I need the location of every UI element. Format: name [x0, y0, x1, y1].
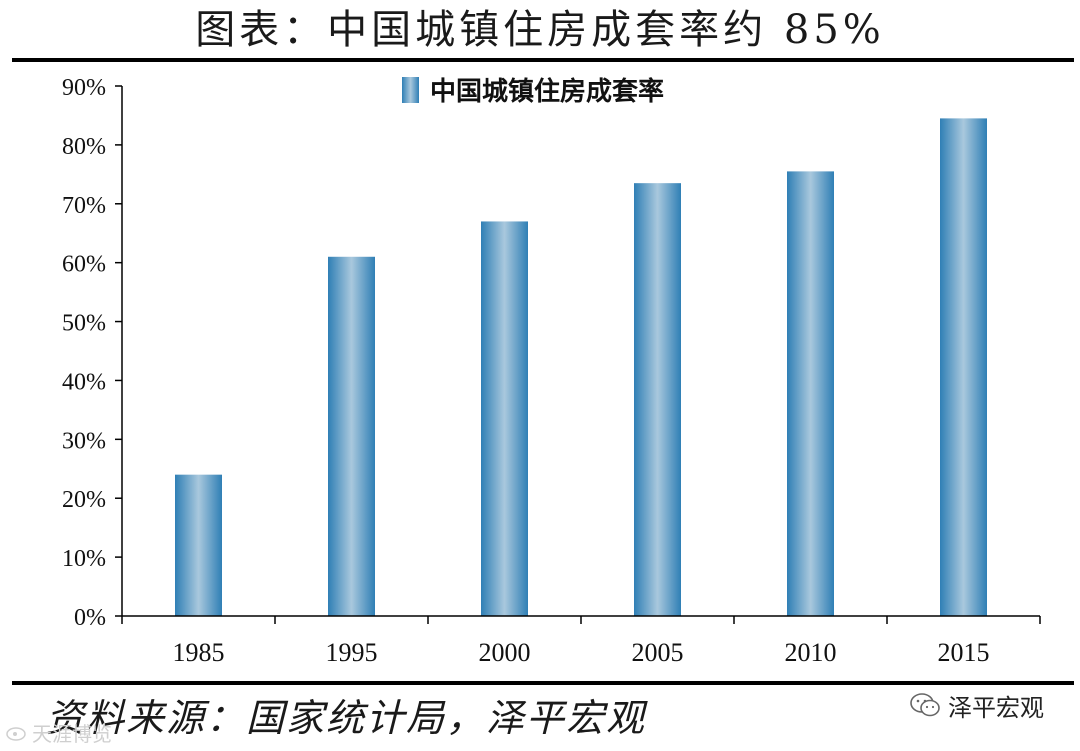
y-tick-label: 50%	[62, 311, 106, 337]
bar-1995	[328, 256, 375, 616]
bar-2015	[940, 118, 987, 616]
bars-layer	[175, 118, 987, 616]
legend: 中国城镇住房成套率	[402, 76, 664, 107]
y-tick-label: 60%	[62, 252, 106, 278]
legend-swatch	[402, 77, 419, 103]
axis-layer: 0% 10% 20% 30% 40% 50% 60% 70% 80% 90% 1985 1995 200…	[62, 75, 1041, 667]
x-tick-label: 1985	[173, 638, 225, 667]
x-tick-label: 2000	[479, 638, 531, 667]
y-tick-label: 90%	[62, 75, 106, 101]
brand: 泽平宏观	[910, 688, 1044, 722]
bar-2005	[634, 183, 681, 616]
watermark-text: 天涯博览	[32, 721, 112, 746]
y-tick-label: 10%	[62, 546, 106, 572]
bar-1985	[175, 474, 222, 616]
weibo-icon	[6, 727, 26, 741]
y-tick-label: 0%	[74, 605, 106, 631]
y-tick-label: 40%	[62, 369, 106, 395]
y-tick-label: 20%	[62, 487, 106, 513]
y-tick-label: 30%	[62, 428, 106, 454]
brand-name: 泽平宏观	[948, 693, 1044, 722]
y-tick-label: 70%	[62, 193, 106, 219]
wechat-icon	[910, 693, 940, 717]
x-tick-label: 2010	[785, 638, 837, 667]
y-tick-label: 80%	[62, 134, 106, 160]
chart-title: 图表：中国城镇住房成套率约 85%	[195, 7, 885, 53]
x-tick-label: 1995	[326, 638, 378, 667]
bar-2010	[787, 171, 834, 616]
legend-label: 中国城镇住房成套率	[430, 76, 664, 107]
bar-chart: 0% 10% 20% 30% 40% 50% 60% 70% 80% 90% 1985 1995 200…	[62, 75, 1041, 667]
bar-2000	[481, 221, 528, 616]
top-divider	[12, 58, 1074, 62]
watermark: 天涯博览	[6, 718, 112, 746]
x-tick-label: 2005	[632, 638, 684, 667]
x-tick-label: 2015	[938, 638, 990, 667]
bottom-divider	[12, 681, 1074, 685]
source-note: 资料来源：国家统计局，泽平宏观	[46, 696, 647, 740]
